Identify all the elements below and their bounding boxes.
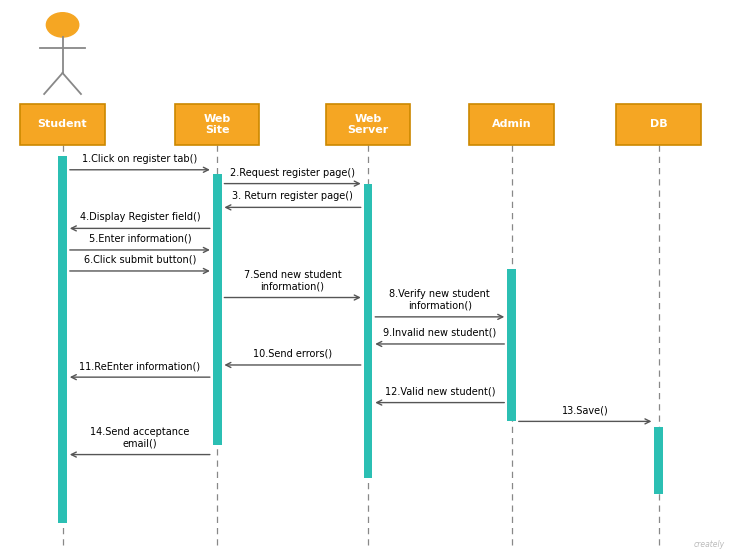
Bar: [58, 156, 67, 523]
Text: 13.Save(): 13.Save(): [562, 405, 609, 415]
Text: 1.Click on register tab(): 1.Click on register tab(): [82, 154, 197, 164]
Text: DB: DB: [650, 119, 668, 129]
Circle shape: [46, 13, 79, 37]
FancyBboxPatch shape: [470, 104, 553, 145]
Bar: [364, 184, 372, 478]
Text: Admin: Admin: [492, 119, 531, 129]
FancyBboxPatch shape: [174, 104, 259, 145]
Bar: [654, 427, 663, 494]
Text: 6.Click submit button(): 6.Click submit button(): [84, 255, 196, 265]
Text: 3. Return register page(): 3. Return register page(): [232, 191, 353, 201]
Text: Student: Student: [38, 119, 88, 129]
Text: 2.Request register page(): 2.Request register page(): [230, 168, 355, 178]
Text: Web
Site: Web Site: [203, 113, 231, 135]
Text: 11.ReEnter information(): 11.ReEnter information(): [79, 361, 200, 371]
Bar: [213, 174, 222, 445]
Text: 7.Send new student
information(): 7.Send new student information(): [244, 270, 342, 291]
Bar: [507, 269, 516, 421]
Text: Web
Server: Web Server: [347, 113, 389, 135]
Text: creately: creately: [694, 540, 725, 549]
FancyBboxPatch shape: [325, 104, 411, 145]
Text: 4.Display Register field(): 4.Display Register field(): [79, 212, 200, 222]
FancyBboxPatch shape: [616, 104, 701, 145]
Text: 10.Send errors(): 10.Send errors(): [253, 349, 332, 359]
Text: 12.Valid new student(): 12.Valid new student(): [384, 387, 495, 397]
Text: 8.Verify new student
information(): 8.Verify new student information(): [389, 289, 490, 311]
FancyBboxPatch shape: [21, 104, 105, 145]
Text: 14.Send acceptance
email(): 14.Send acceptance email(): [90, 427, 190, 448]
Text: 5.Enter information(): 5.Enter information(): [88, 234, 191, 244]
Text: 9.Invalid new student(): 9.Invalid new student(): [383, 328, 496, 338]
